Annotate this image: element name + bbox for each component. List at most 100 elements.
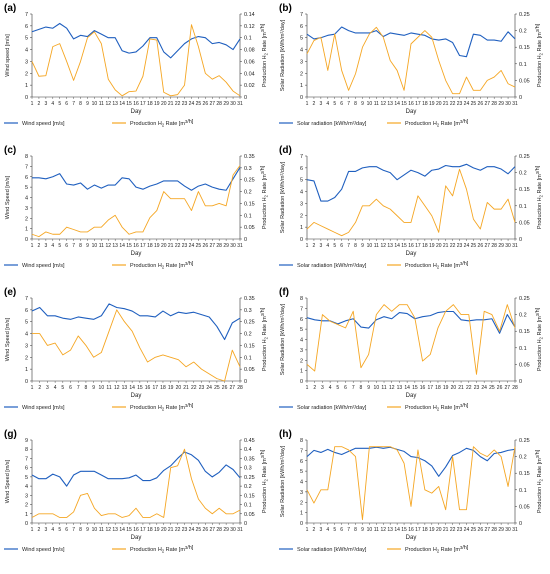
x-tick-label: 6 [340,101,343,107]
x-tick-label: 21 [443,527,449,533]
x-tick-label: 11 [374,243,379,249]
legend-label-primary: Solar radiation [kWh/m²/day] [297,121,367,127]
x-tick-label: 23 [199,385,205,391]
y-tick-label-left: 6 [25,24,28,30]
x-tick-label: 1 [306,101,309,107]
x-axis-label: Day [406,535,417,541]
y-tick-label-right: 0.25 [244,178,255,184]
x-tick-label: 31 [237,527,243,533]
y-tick-label-left: 1 [300,83,303,89]
x-tick-label: 6 [340,243,343,249]
y-tick-label-right: 0.4 [244,447,252,453]
x-tick-label: 22 [175,527,181,533]
y-axis-label-right: Production H2 Rate [m3/h] [535,165,544,229]
panel-label: (d) [279,145,292,156]
primary-series-line [306,26,516,58]
x-tick-label: 3 [321,385,324,391]
x-tick-label: 31 [237,101,243,107]
x-tick-label: 4 [51,527,54,533]
x-tick-label: 10 [92,101,98,107]
x-tick-label: 18 [422,243,428,249]
x-tick-label: 14 [404,385,410,391]
y-tick-label-right: 0.25 [519,296,530,302]
h2-production-series-line [31,448,241,518]
x-axis-label: Day [131,251,142,257]
y-tick-label-left: 8 [300,438,303,444]
y-tick-label-right: 0.25 [519,154,530,160]
x-tick-label: 3 [46,385,49,391]
x-tick-label: 29 [223,243,229,249]
y-tick-label-right: 0.05 [244,367,255,373]
x-tick-label: 18 [422,527,428,533]
primary-series-line [306,163,516,202]
x-tick-label: 11 [99,101,104,107]
x-tick-label: 14 [394,527,400,533]
x-tick-label: 6 [344,385,347,391]
y-tick-label-right: 0.15 [519,45,530,51]
y-tick-label-left: 4 [300,48,303,54]
y-tick-label-left: 1 [300,225,303,231]
x-tick-label: 24 [189,101,195,107]
x-tick-label: 9 [361,527,364,533]
x-tick-label: 16 [420,385,426,391]
y-tick-label-left: 3 [300,490,303,496]
y-tick-label-right: 0.2 [519,313,527,319]
x-tick-label: 13 [387,243,393,249]
x-tick-label: 19 [154,527,160,533]
x-tick-label: 2 [313,243,316,249]
y-tick-label-left: 1 [300,369,303,375]
x-tick-label: 5 [61,385,64,391]
x-tick-label: 14 [119,243,125,249]
y-tick-label-left: 5 [300,469,303,475]
legend-label-h2: Production H2 Rate [m3/h] [405,403,469,412]
x-tick-label: 18 [422,101,428,107]
x-tick-label: 9 [86,527,89,533]
legend-label-primary: Wind speed [m/s] [22,263,65,269]
x-tick-label: 5 [333,243,336,249]
x-tick-label: 20 [436,243,442,249]
y-tick-label-right: 0.05 [519,78,530,84]
x-tick-label: 11 [374,527,379,533]
y-tick-label-left: 7 [25,296,28,302]
y-tick-label-right: 0 [244,379,247,385]
x-tick-label: 6 [65,101,68,107]
x-axis-label: Day [406,251,417,257]
y-tick-label-left: 2 [300,71,303,77]
y-axis-label-left: Solar Radiation [kWh/m²/day] [280,161,286,233]
x-tick-label: 7 [72,527,75,533]
x-tick-label: 29 [223,527,229,533]
x-tick-label: 14 [119,527,125,533]
y-tick-label-left: 7 [25,164,28,170]
x-tick-label: 5 [333,527,336,533]
y-tick-label-left: 0 [300,521,303,527]
x-tick-label: 11 [374,101,379,107]
x-tick-label: 28 [512,385,518,391]
y-tick-label-right: 0.35 [244,154,255,160]
h2-production-series-line [31,165,241,238]
x-tick-label: 27 [209,243,215,249]
y-tick-label-right: 0.14 [244,12,255,18]
y-axis-label-left: Wind Speed [m/s] [5,459,11,503]
x-tick-label: 26 [478,101,484,107]
x-tick-label: 1 [31,527,34,533]
x-tick-label: 2 [38,527,41,533]
y-tick-label-right: 0.1 [244,36,252,42]
x-tick-label: 27 [484,243,490,249]
y-tick-label-left: 7 [300,12,303,18]
x-tick-label: 16 [145,385,151,391]
x-tick-label: 27 [230,385,236,391]
y-tick-label-left: 7 [300,306,303,312]
x-tick-label: 5 [336,385,339,391]
x-tick-label: 24 [481,385,487,391]
panel-a: (a)0123456700.020.040.060.080.10.120.141… [4,3,269,128]
y-tick-label-left: 3 [25,343,28,349]
x-tick-label: 21 [443,101,449,107]
y-tick-label-left: 4 [300,338,303,344]
x-tick-label: 17 [427,385,433,391]
y-tick-label-right: 0.1 [519,204,527,210]
y-tick-label-right: 0 [519,237,522,243]
y-tick-label-left: 3 [300,201,303,207]
x-tick-label: 17 [415,243,421,249]
